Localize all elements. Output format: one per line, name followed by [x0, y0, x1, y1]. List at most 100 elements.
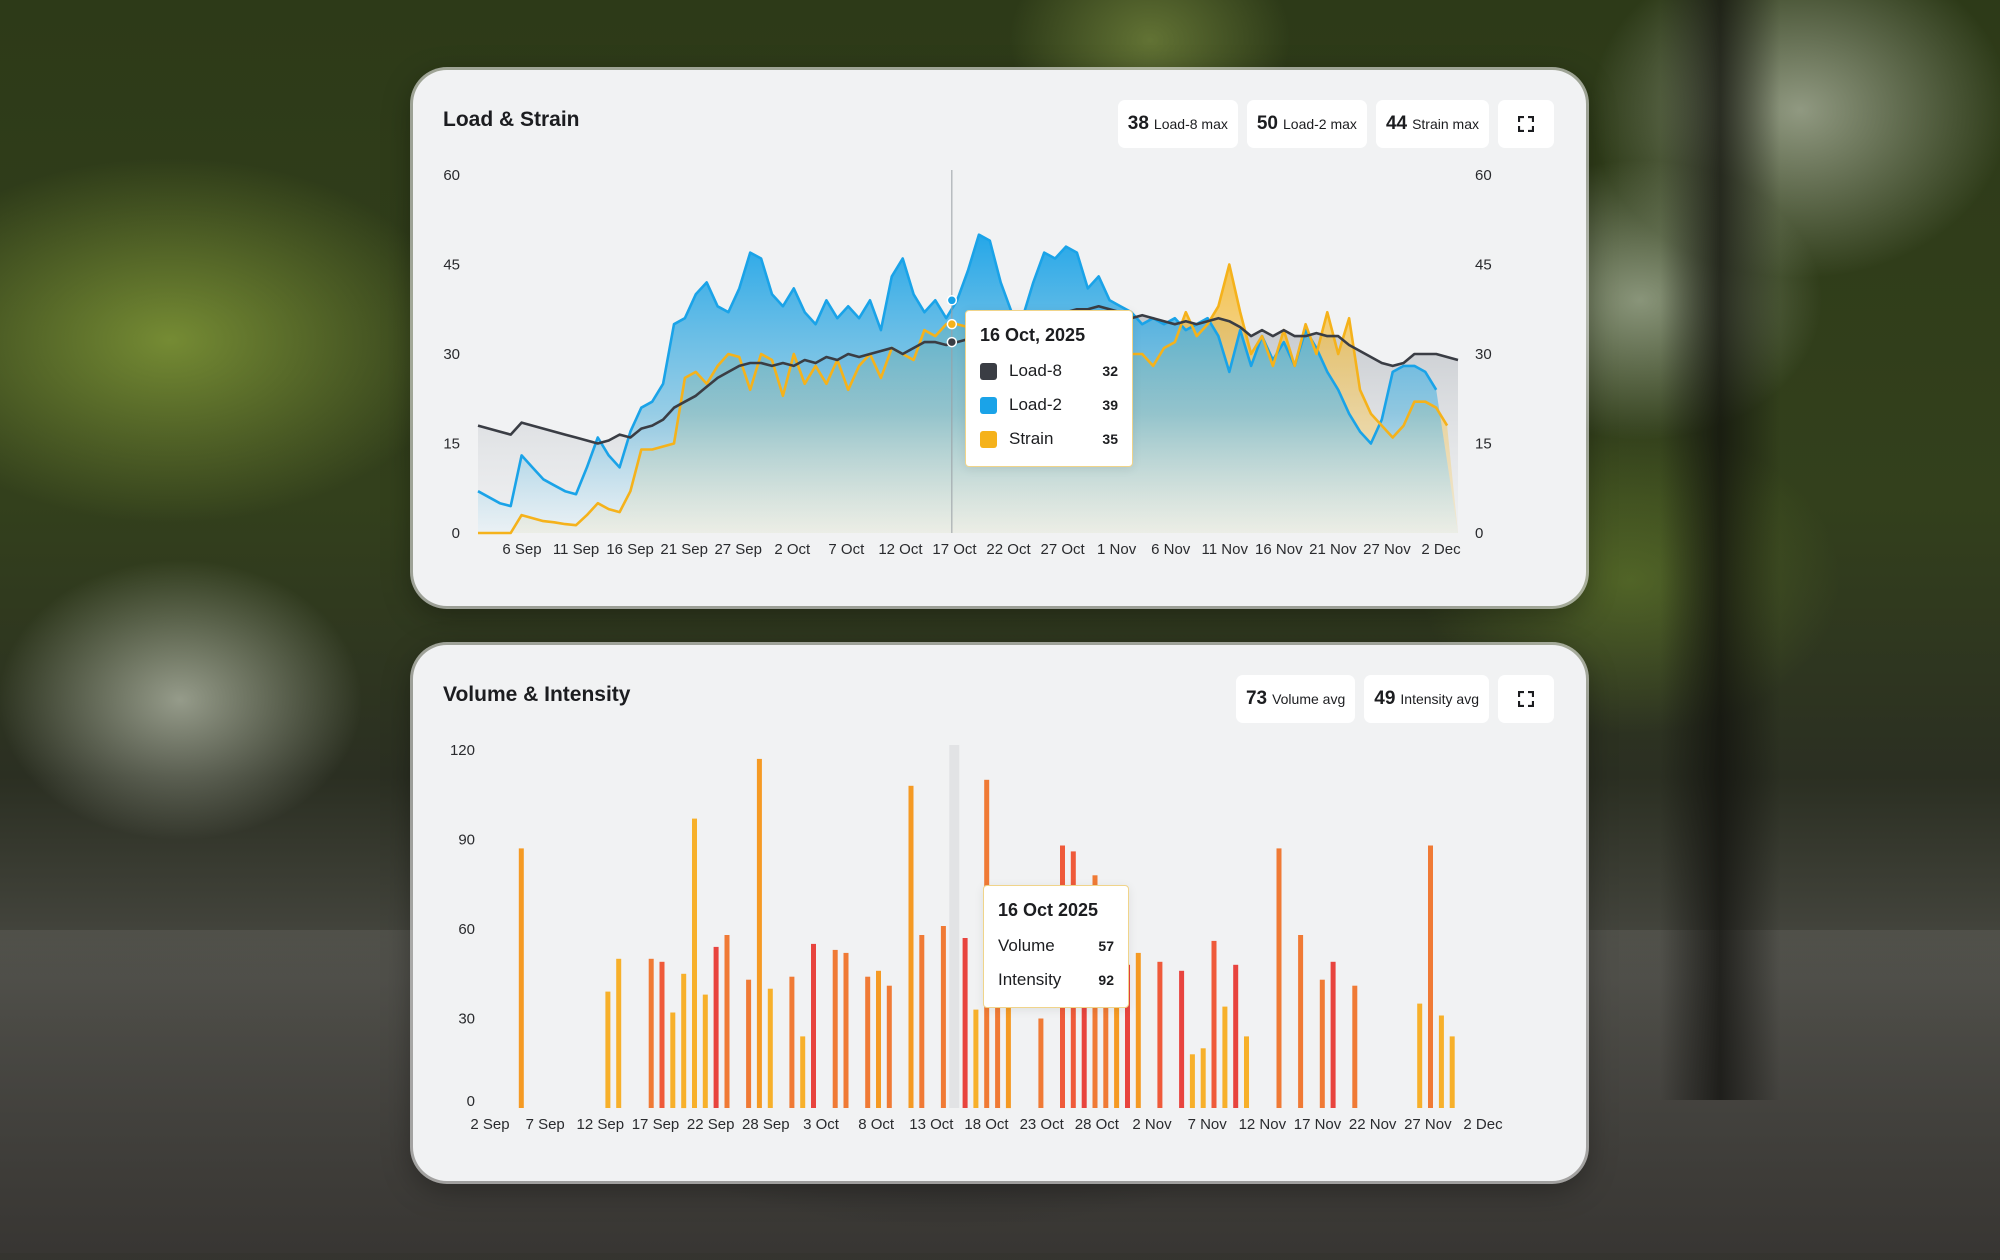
x-tick-label: 2 Sep — [470, 1116, 509, 1133]
bar — [1200, 1048, 1206, 1108]
expand-button[interactable] — [1498, 675, 1554, 723]
y-tick-label-left: 15 — [443, 436, 460, 453]
x-tick-label: 22 Oct — [986, 541, 1031, 558]
hover-marker-strain — [946, 318, 958, 330]
bar — [1179, 970, 1185, 1108]
bar — [648, 958, 654, 1108]
stat-label: Strain max — [1412, 116, 1479, 132]
x-tick-label: 2 Dec — [1463, 1116, 1503, 1133]
stat-chip-strain: 44 Strain max — [1375, 100, 1489, 148]
x-tick-label: 6 Sep — [502, 541, 541, 558]
x-tick-label: 7 Sep — [526, 1116, 565, 1133]
tooltip-label: Load-8 — [1009, 361, 1062, 380]
tooltip-label: Intensity — [998, 970, 1062, 989]
hover-marker-load-2 — [946, 295, 958, 306]
bar — [908, 785, 914, 1108]
x-tick-label: 3 Oct — [803, 1116, 840, 1133]
bar — [1298, 935, 1304, 1108]
expand-icon — [1518, 116, 1534, 132]
card-title: Load & Strain — [443, 108, 580, 131]
x-tick-label: 22 Nov — [1349, 1116, 1397, 1133]
x-tick-label: 21 Sep — [660, 541, 708, 558]
hover-column — [949, 745, 960, 1108]
x-tick-label: 28 Oct — [1075, 1116, 1120, 1133]
tooltip-row-volume: Volume 57 — [998, 929, 1114, 963]
y-tick-label-right: 15 — [1475, 436, 1492, 453]
bar — [940, 926, 946, 1108]
tooltip-label: Strain — [1009, 429, 1054, 448]
bar — [746, 979, 752, 1108]
y-tick-label-right: 60 — [1475, 167, 1492, 184]
bar — [1114, 967, 1120, 1108]
legend-swatch-strain — [980, 430, 997, 448]
tooltip-date: 16 Oct 2025 — [998, 900, 1099, 920]
bar — [1125, 964, 1130, 1108]
x-tick-label: 7 Oct — [828, 541, 865, 558]
bar — [1438, 1015, 1444, 1108]
x-tick-label: 27 Nov — [1363, 541, 1411, 558]
stat-value: 73 — [1245, 688, 1268, 709]
expand-button[interactable] — [1498, 100, 1554, 148]
volume-intensity-card: Volume & Intensity 73 Volume avg 49 Inte… — [413, 645, 1586, 1181]
x-tick-label: 17 Oct — [932, 541, 977, 558]
y-tick-label-left: 60 — [443, 167, 460, 184]
x-tick-label: 8 Oct — [858, 1116, 895, 1133]
bar — [1081, 988, 1087, 1108]
volume-intensity-chart[interactable]: 0 30 60 90 120 2 Sep 7 Sep 12 Sep 17 Sep 22 Sep 28… — [413, 645, 1586, 1181]
bar — [995, 994, 1001, 1108]
stat-chip-load8: 38 Load-8 max — [1117, 100, 1238, 148]
bar — [1330, 961, 1336, 1108]
line-strain — [478, 263, 1449, 535]
stat-label: Load-2 max — [1283, 116, 1357, 132]
x-tick-label: 18 Oct — [964, 1116, 1009, 1133]
card-title: Volume & Intensity — [443, 683, 631, 706]
tooltip-label: Load-2 — [1009, 395, 1062, 414]
bar — [1211, 940, 1217, 1108]
bar — [1428, 845, 1433, 1108]
bar — [832, 949, 838, 1108]
y-tick-label: 30 — [458, 1011, 475, 1028]
bar — [767, 988, 773, 1108]
bar — [1233, 964, 1239, 1108]
bar — [756, 758, 762, 1108]
bar — [1244, 1036, 1249, 1108]
tooltip-value: 35 — [1102, 431, 1118, 447]
stat-label: Intensity avg — [1400, 691, 1479, 707]
legend-swatch-load2 — [980, 396, 997, 414]
tooltip-date: 16 Oct, 2025 — [980, 325, 1086, 345]
bar — [1189, 1054, 1195, 1108]
chart-tooltip: 16 Oct 2025 Volume 57 Intensity 92 — [983, 885, 1129, 1008]
bar — [1319, 979, 1325, 1108]
bar — [800, 1036, 806, 1108]
y-tick-label: 0 — [467, 1093, 475, 1110]
tooltip-row-load8: Load-8 32 — [980, 354, 1118, 388]
bar — [876, 970, 881, 1108]
bar — [962, 938, 968, 1108]
bar — [692, 818, 697, 1108]
y-tick-label-right: 30 — [1475, 346, 1492, 363]
stat-chips: 73 Volume avg 49 Intensity avg — [1235, 675, 1554, 723]
stat-value: 50 — [1256, 113, 1278, 134]
tooltip-row-strain: Strain 35 — [980, 422, 1118, 456]
bar — [518, 848, 524, 1108]
bar — [973, 1009, 979, 1108]
x-tick-label: 12 Oct — [878, 541, 923, 558]
tooltip-row-load2: Load-2 39 — [980, 388, 1118, 422]
bar — [1005, 973, 1011, 1109]
x-tick-label: 2 Nov — [1132, 1116, 1172, 1133]
stat-value: 44 — [1385, 113, 1408, 134]
bar — [1276, 848, 1282, 1108]
x-tick-label: 11 Nov — [1202, 541, 1249, 558]
bar — [811, 943, 816, 1108]
x-tick-label: 27 Nov — [1404, 1116, 1452, 1133]
bar — [1222, 1006, 1228, 1108]
bar — [865, 976, 871, 1108]
x-tick-label: 12 Sep — [577, 1116, 625, 1133]
x-tick-label: 11 Sep — [553, 541, 599, 558]
stat-value: 38 — [1127, 113, 1149, 134]
bar — [681, 973, 687, 1109]
bar — [1135, 952, 1141, 1108]
tooltip-value: 32 — [1102, 363, 1118, 379]
x-tick-label: 17 Sep — [632, 1116, 680, 1133]
x-tick-label: 17 Nov — [1294, 1116, 1342, 1133]
